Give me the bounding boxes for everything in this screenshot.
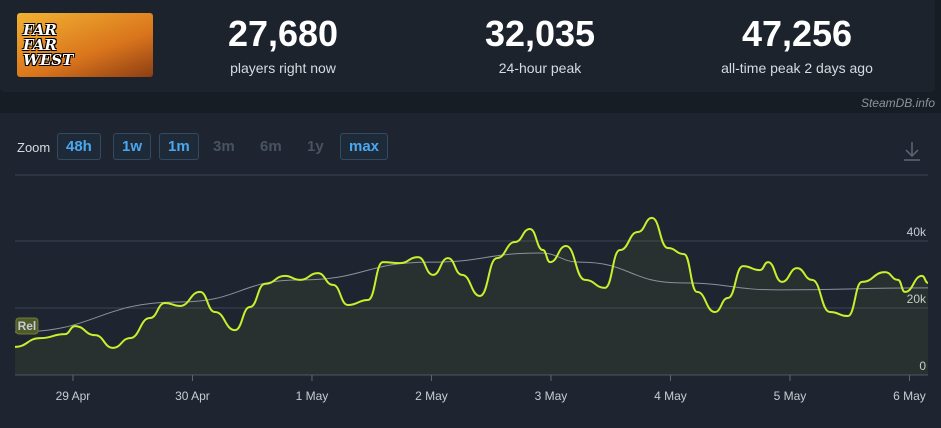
brand[interactable]: SteamDB.info xyxy=(860,96,935,110)
area xyxy=(15,217,928,375)
stat: 47,256 all-time peak 2 days ago xyxy=(677,13,917,77)
y-tick-label: 0 xyxy=(919,359,926,373)
x-tick-label: 3 May xyxy=(535,389,568,403)
y-tick-label: 20k xyxy=(907,292,927,306)
zoom-button: 1y xyxy=(307,138,324,155)
y-tick-label: 40k xyxy=(907,225,927,239)
x-tick-label: 6 May xyxy=(893,389,926,403)
stat-label: all-time peak 2 days ago xyxy=(721,60,873,76)
stat-label: 24-hour peak xyxy=(498,60,582,76)
stat-value: 27,680 xyxy=(227,13,339,54)
stat-value: 32,035 xyxy=(484,13,596,54)
zoom-button[interactable]: 48h xyxy=(57,133,101,160)
x-tick-label: 5 May xyxy=(774,389,807,403)
header: FAR FAR WEST 27,680 players right now 32,… xyxy=(0,0,935,92)
player-line xyxy=(14,216,929,349)
chart-panel: Zoom 48h 1w 1m 3m 6m 1y max 0 20k 40k 29 Apr 30 Ap… xyxy=(0,113,941,428)
zoom-label: Zoom xyxy=(17,140,51,155)
annotation-badge xyxy=(15,317,39,335)
x-tick-label: 29 Apr xyxy=(56,389,91,403)
zoom-button[interactable]: 1w xyxy=(113,133,152,160)
stat-value: 47,256 xyxy=(741,13,853,54)
x-tick-label: 30 Apr xyxy=(175,389,210,403)
x-tick-label: 1 May xyxy=(296,389,329,403)
annotation-label: Rel xyxy=(18,319,37,333)
x-tick-label: 4 May xyxy=(654,389,687,403)
average-line xyxy=(14,252,929,333)
zoom-button: 3m xyxy=(213,138,235,155)
stat: 27,680 players right now xyxy=(163,13,403,77)
zoom-button[interactable]: 1m xyxy=(159,133,199,160)
x-tick-label: 2 May xyxy=(415,389,448,403)
zoom-button: 6m xyxy=(260,138,282,155)
game-logo[interactable]: FAR FAR WEST xyxy=(17,13,153,77)
stat: 32,035 24-hour peak xyxy=(420,13,660,77)
game-logo-text: FAR FAR WEST xyxy=(23,21,74,69)
stat-label: players right now xyxy=(230,60,336,76)
zoom-button[interactable]: max xyxy=(340,133,389,160)
chart: 0 20k 40k 29 Apr 30 Apr 1 May 2 May 3 May 4 May 5… xyxy=(14,142,929,403)
download-icon[interactable] xyxy=(904,142,920,161)
